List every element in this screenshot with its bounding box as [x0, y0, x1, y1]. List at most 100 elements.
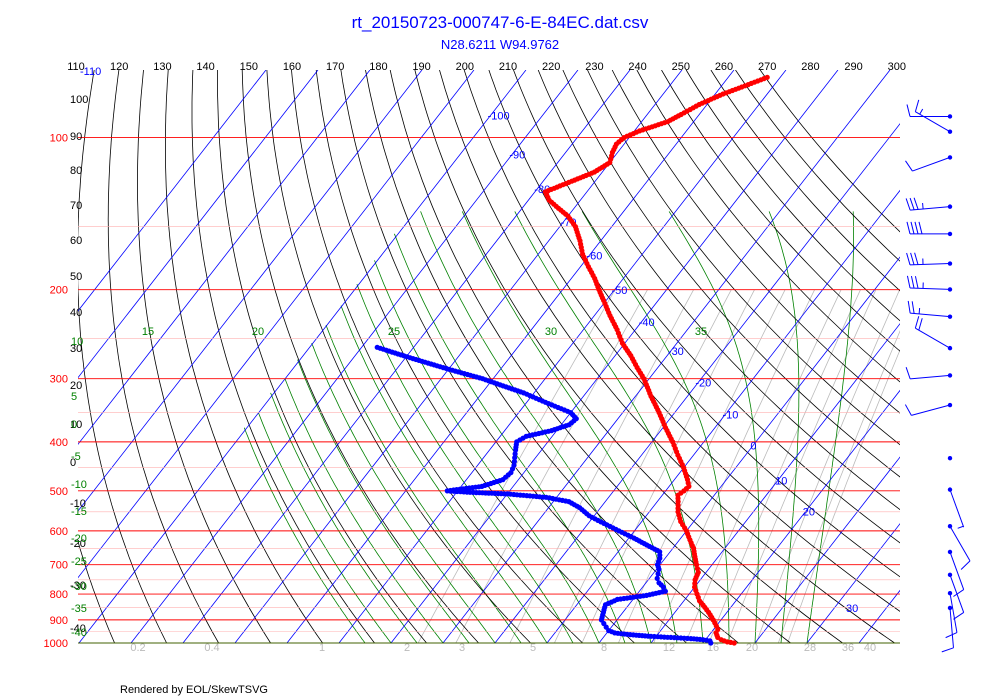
wind-barb-staff — [949, 489, 965, 528]
wind-barb-flag — [907, 300, 911, 314]
wind-barb — [947, 549, 965, 597]
wind-barb-staff — [910, 206, 951, 211]
moist-adiabat-top-label: 35 — [695, 326, 707, 338]
dry-adiabat-line — [537, 70, 900, 511]
mixing-ratio-label: 0.4 — [204, 642, 219, 654]
dry-adiabat-line — [217, 70, 427, 643]
dry-adiabat-label: 70 — [70, 200, 82, 212]
wind-barb-staff — [915, 327, 951, 349]
wind-barb-staff — [949, 574, 965, 613]
moist-adiabat-label: -40 — [71, 627, 87, 639]
pressure-tick-label: 800 — [50, 589, 68, 601]
dry-adiabat-line — [340, 70, 687, 643]
dewpoint-point — [654, 575, 660, 582]
moist-adiabat-label: -5 — [71, 451, 81, 463]
isotherm-line — [494, 123, 900, 643]
isotherm-label: -110 — [80, 66, 101, 78]
moist-adiabat-top-label: 30 — [545, 326, 557, 338]
mixing-ratio-line — [755, 289, 900, 643]
theta-tick-label: 200 — [456, 61, 474, 73]
wind-barb-flag — [910, 252, 915, 265]
dry-adiabat-label: -10 — [70, 498, 86, 510]
wind-barb-station — [947, 261, 953, 266]
mixing-ratio-label: 1 — [319, 642, 325, 654]
wind-barb-flag — [913, 197, 919, 210]
pressure-tick-label: 200 — [50, 285, 68, 297]
wind-barb-half-flag — [919, 108, 924, 115]
moist-adiabat-top-label: 15 — [142, 326, 154, 338]
wind-barb-half-flag — [957, 525, 964, 529]
dewpoint-trace — [374, 344, 714, 646]
wind-barb-flag — [914, 316, 920, 329]
dewpoint-point — [374, 344, 380, 350]
dry-adiabat-line — [513, 70, 900, 544]
theta-tick-label: 170 — [326, 61, 344, 73]
dry-adiabat-line — [562, 70, 900, 478]
wind-barb-half-flag — [918, 307, 921, 315]
isobars — [78, 137, 900, 644]
theta-tick-label: 180 — [369, 61, 387, 73]
theta-tick-label: 220 — [542, 61, 560, 73]
dry-adiabat-line — [710, 70, 900, 292]
mixing-ratio-line — [417, 289, 616, 643]
pressure-tick-label: 500 — [50, 486, 68, 498]
moist-adiabat-label: -20 — [71, 533, 87, 545]
wind-barb — [905, 367, 953, 380]
mixing-ratio-line — [787, 348, 900, 643]
temperature-trace — [542, 74, 770, 646]
mixing-ratio-line — [653, 289, 815, 643]
mixing-ratio-lines — [417, 289, 900, 643]
wind-barb — [941, 605, 954, 653]
dewpoint-point — [656, 580, 662, 586]
pressure-tick-label: 600 — [50, 526, 68, 538]
wind-barb-flag — [906, 221, 911, 235]
wind-barb-flag — [906, 275, 911, 289]
dewpoint-point — [512, 451, 518, 457]
dewpoint-point — [655, 571, 661, 577]
dry-adiabat-line — [78, 540, 115, 643]
isotherm-label: -90 — [509, 149, 525, 161]
wind-barb — [904, 402, 953, 416]
wind-barb-flag — [941, 647, 954, 653]
wind-barb-flag — [911, 301, 915, 314]
moist-adiabat-line — [668, 211, 760, 643]
mixing-ratio-label: 5 — [530, 642, 536, 654]
wind-barb-staff — [949, 607, 954, 648]
dry-adiabat-line — [685, 70, 900, 322]
pressure-tick-label: 100 — [50, 133, 68, 145]
wind-barb — [905, 155, 953, 172]
wind-barb — [907, 300, 953, 319]
isotherm-line — [390, 70, 839, 643]
theta-tick-label: 270 — [758, 61, 776, 73]
dry-adiabat-line — [137, 70, 271, 643]
moist-adiabat-line — [297, 359, 470, 643]
axis-labels: 1002003004005006007008009001000-110-100-… — [44, 61, 906, 654]
wind-barb-flag — [953, 589, 964, 597]
moist-adiabat-line — [284, 378, 444, 643]
mixing-ratio-label: 8 — [601, 642, 607, 654]
wind-barb — [906, 221, 953, 237]
isotherm-label: -30 — [668, 346, 684, 358]
moist-adiabat-line — [806, 211, 854, 643]
wind-barb-staff — [911, 404, 951, 416]
dry-adiabat-line — [164, 70, 323, 643]
isotherm-line — [598, 256, 900, 643]
moist-adiabat-line — [768, 211, 800, 643]
dry-adiabat-line — [414, 70, 843, 643]
moist-adiabat-label: -30 — [71, 581, 87, 593]
isotherm-label: 20 — [803, 507, 815, 519]
moist-adiabat-label: 0 — [71, 419, 77, 431]
dry-adiabat-line — [439, 70, 895, 643]
wind-barb-station — [947, 373, 953, 378]
wind-barb-staff — [949, 593, 958, 633]
mixing-ratio-label: 40 — [864, 642, 876, 654]
wind-barb-staff — [949, 525, 971, 562]
wind-barb-flag — [905, 198, 911, 211]
theta-tick-label: 250 — [672, 61, 690, 73]
isotherm-line — [78, 70, 423, 512]
pressure-tick-label: 1000 — [44, 638, 68, 650]
mixing-ratio-label: 3 — [459, 642, 465, 654]
pressure-tick-label: 300 — [50, 374, 68, 386]
